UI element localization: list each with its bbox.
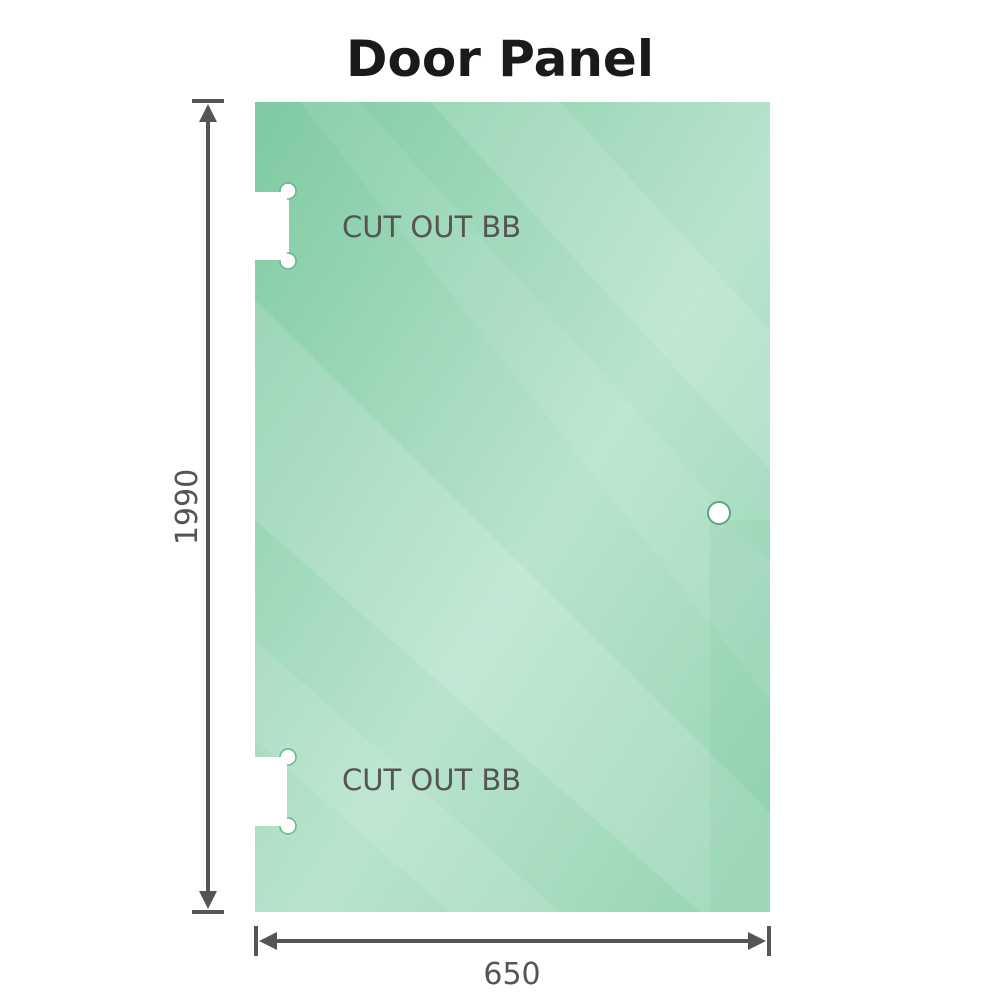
cutout-top-label: CUT OUT BB xyxy=(342,210,521,244)
width-label: 650 xyxy=(483,957,540,992)
cutout-bottom xyxy=(253,748,297,835)
cutout-bottom-label: CUT OUT BB xyxy=(342,763,521,797)
handle-hole xyxy=(707,501,731,525)
width-dimension xyxy=(254,926,771,956)
height-label: 1990 xyxy=(170,469,205,545)
diagram-title: Door Panel xyxy=(346,30,654,88)
glass-reflections xyxy=(255,102,770,912)
glass-panel xyxy=(255,102,770,912)
cutout-top xyxy=(253,182,297,270)
height-dimension xyxy=(192,99,224,914)
